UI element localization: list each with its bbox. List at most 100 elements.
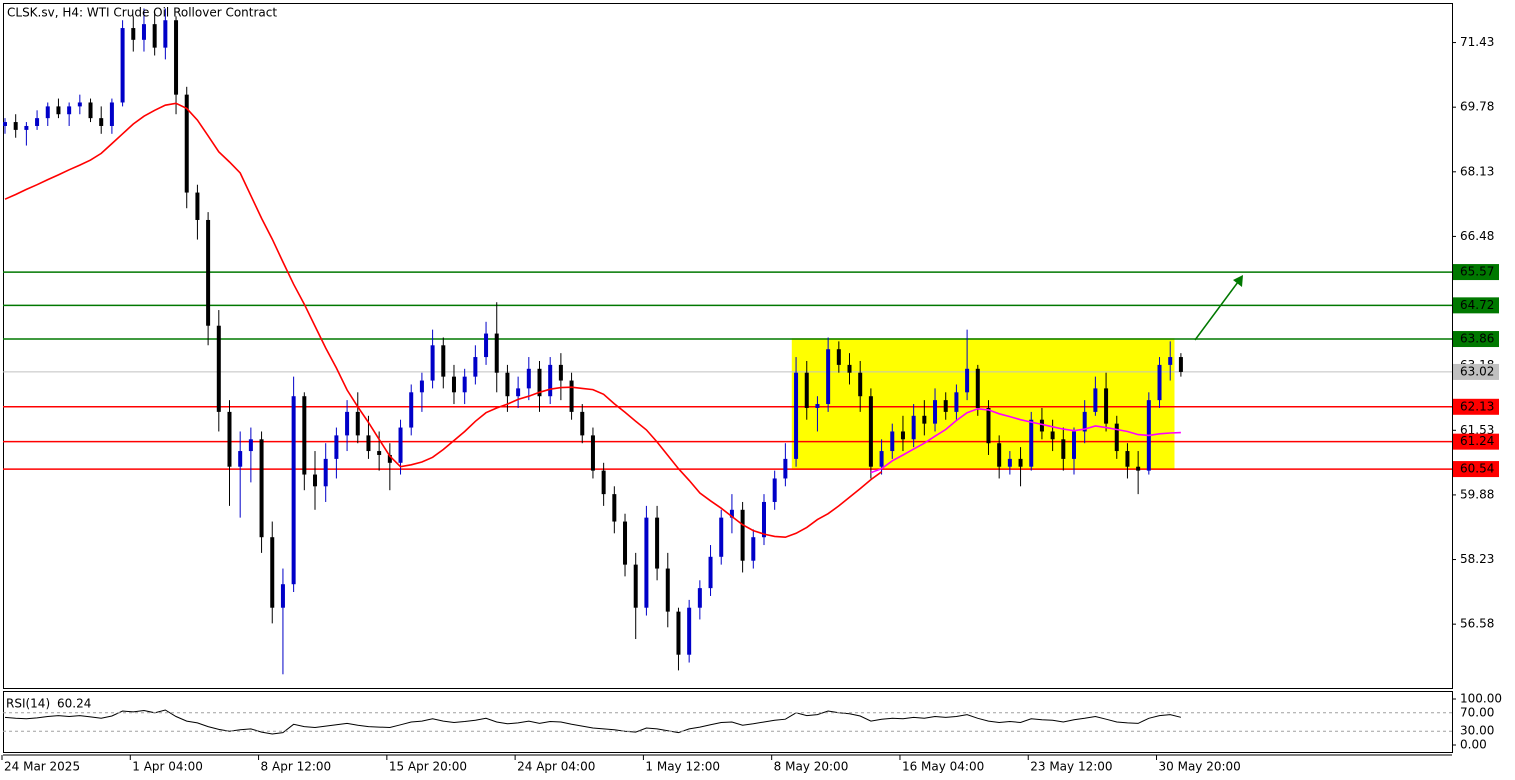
candle-body	[174, 20, 179, 95]
candle-body	[291, 396, 296, 585]
candle-body	[99, 118, 104, 126]
candle-body	[783, 458, 788, 479]
candle-body	[612, 494, 617, 522]
level-label: 64.72	[1460, 298, 1494, 312]
candle-body	[355, 411, 360, 436]
level-label: 62.13	[1460, 399, 1494, 413]
candle-body	[676, 611, 681, 655]
candle-body	[558, 364, 563, 381]
candle-body	[35, 118, 40, 126]
candle-body	[804, 372, 809, 408]
candle-body	[484, 333, 489, 358]
candle-body	[77, 102, 82, 107]
candle-body	[922, 415, 927, 424]
candle-body	[302, 396, 307, 475]
rsi-tick-label: 100.00	[1460, 692, 1502, 706]
x-tick-label: 24 Apr 04:00	[517, 760, 595, 774]
level-label-bg	[1453, 264, 1499, 281]
level-label-bg	[1453, 461, 1499, 478]
rsi-tick-label: 0.00	[1460, 738, 1487, 752]
rsi-tick-label: 30.00	[1460, 724, 1494, 738]
chart-title: CLSK.sv, H4: WTI Crude Oil Rollover Cont…	[7, 6, 277, 20]
candle-body	[259, 439, 264, 538]
candle-body	[965, 368, 970, 393]
candle-body	[890, 431, 895, 452]
candle-body	[943, 400, 948, 412]
candle-body	[1093, 388, 1098, 412]
candle-body	[879, 451, 884, 467]
candle-body	[1018, 458, 1023, 467]
candle-body	[377, 451, 382, 455]
candle-body	[516, 388, 521, 397]
candle-body	[858, 372, 863, 397]
zone	[791, 338, 1175, 470]
y-tick-label: 66.48	[1460, 229, 1494, 243]
candle-body	[473, 357, 478, 377]
candle-body	[238, 451, 243, 467]
x-tick-label: 30 May 20:00	[1159, 760, 1241, 774]
candle-body	[687, 607, 692, 655]
candle-body	[719, 517, 724, 557]
candle-body	[206, 219, 211, 326]
candle-body	[88, 102, 93, 119]
candle-body	[1039, 419, 1044, 432]
candle-body	[1104, 388, 1109, 424]
rsi-value: 60.24	[57, 697, 91, 711]
candle-body	[1157, 364, 1162, 401]
candle-body	[590, 435, 595, 471]
y-tick-label: 69.78	[1460, 100, 1494, 114]
candle-body	[836, 349, 841, 365]
candle-body	[280, 584, 285, 608]
candle-body	[601, 470, 606, 495]
y-tick-label: 58.23	[1460, 552, 1494, 566]
x-tick-label: 1 Apr 04:00	[132, 760, 203, 774]
x-tick-label: 15 Apr 20:00	[389, 760, 467, 774]
y-tick-label: 61.53	[1460, 423, 1494, 437]
last-price-bg	[1453, 363, 1499, 380]
candle-body	[975, 368, 980, 408]
candle-body	[184, 94, 189, 193]
candle-body	[3, 122, 7, 126]
line-layer	[4, 102, 1182, 735]
candle-body	[665, 568, 670, 612]
candle-body	[794, 372, 799, 459]
candle-body	[24, 125, 29, 130]
candle-body	[697, 588, 702, 608]
candle-body	[494, 333, 499, 373]
candle-body	[815, 404, 820, 408]
candle-body	[451, 376, 456, 393]
target-arrow	[1194, 275, 1243, 341]
candle-body	[729, 509, 734, 518]
candle-body	[270, 537, 275, 608]
level-label: 65.57	[1460, 265, 1494, 279]
rsi-line	[4, 709, 1182, 735]
candle-body	[56, 106, 61, 115]
candle-body	[334, 435, 339, 459]
candle-body	[537, 368, 542, 397]
candle-body	[868, 396, 873, 467]
candle-body	[1072, 431, 1076, 459]
level-label: 61.24	[1460, 434, 1494, 448]
candle-body	[526, 368, 531, 389]
candle-body	[109, 102, 114, 126]
candle-body	[419, 380, 424, 393]
candle-body	[45, 106, 50, 119]
candle-body	[1114, 423, 1119, 452]
x-tick-label: 8 May 20:00	[774, 760, 849, 774]
candle-body	[655, 517, 660, 569]
rsi-pane	[3, 691, 1453, 753]
candle-body	[911, 415, 916, 440]
candle-body	[1178, 357, 1183, 372]
x-tick-label: 8 Apr 12:00	[261, 760, 332, 774]
level-label-bg	[1453, 433, 1499, 450]
candle-body	[633, 564, 638, 608]
main-pane	[3, 3, 1453, 689]
y-tick-label: 59.88	[1460, 487, 1494, 501]
x-tick-label: 24 Mar 2025	[4, 760, 80, 774]
candle-body	[398, 427, 403, 463]
axis-layer: 71.4369.7868.1366.4863.1861.5359.8858.23…	[1, 35, 1502, 774]
candle-body	[826, 349, 831, 405]
candle-body	[1136, 466, 1141, 471]
candle-body	[761, 501, 766, 538]
x-tick-label: 23 May 12:00	[1030, 760, 1112, 774]
